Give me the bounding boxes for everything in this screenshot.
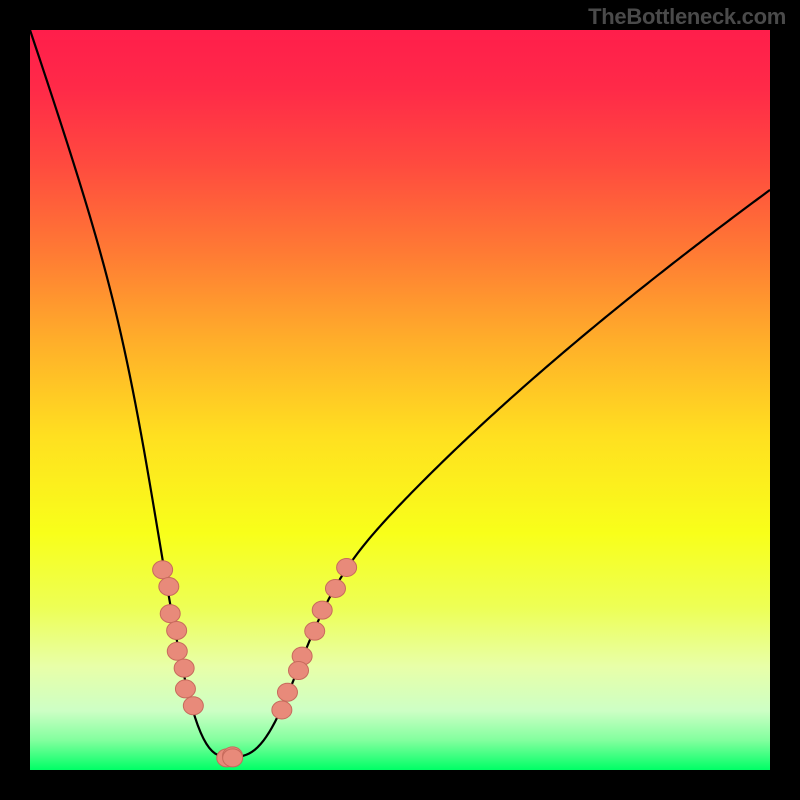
marker-dot [160, 605, 180, 623]
marker-dot [167, 621, 187, 639]
marker-dot [183, 697, 203, 715]
marker-dot [174, 659, 194, 677]
border-left [0, 0, 30, 800]
marker-dot [337, 558, 357, 576]
marker-dot [305, 622, 325, 640]
bottleneck-curve-chart [0, 0, 800, 800]
marker-dot [277, 683, 297, 701]
watermark-text: TheBottleneck.com [588, 4, 786, 30]
marker-dot [289, 662, 309, 680]
marker-dot [325, 579, 345, 597]
marker-dot [159, 578, 179, 596]
marker-dot [175, 680, 195, 698]
marker-dot [272, 701, 292, 719]
marker-dot [167, 642, 187, 660]
border-bottom [0, 770, 800, 800]
gradient-background [30, 30, 770, 770]
marker-dot [223, 749, 243, 767]
border-right [770, 0, 800, 800]
marker-dot [312, 601, 332, 619]
marker-dot [153, 561, 173, 579]
